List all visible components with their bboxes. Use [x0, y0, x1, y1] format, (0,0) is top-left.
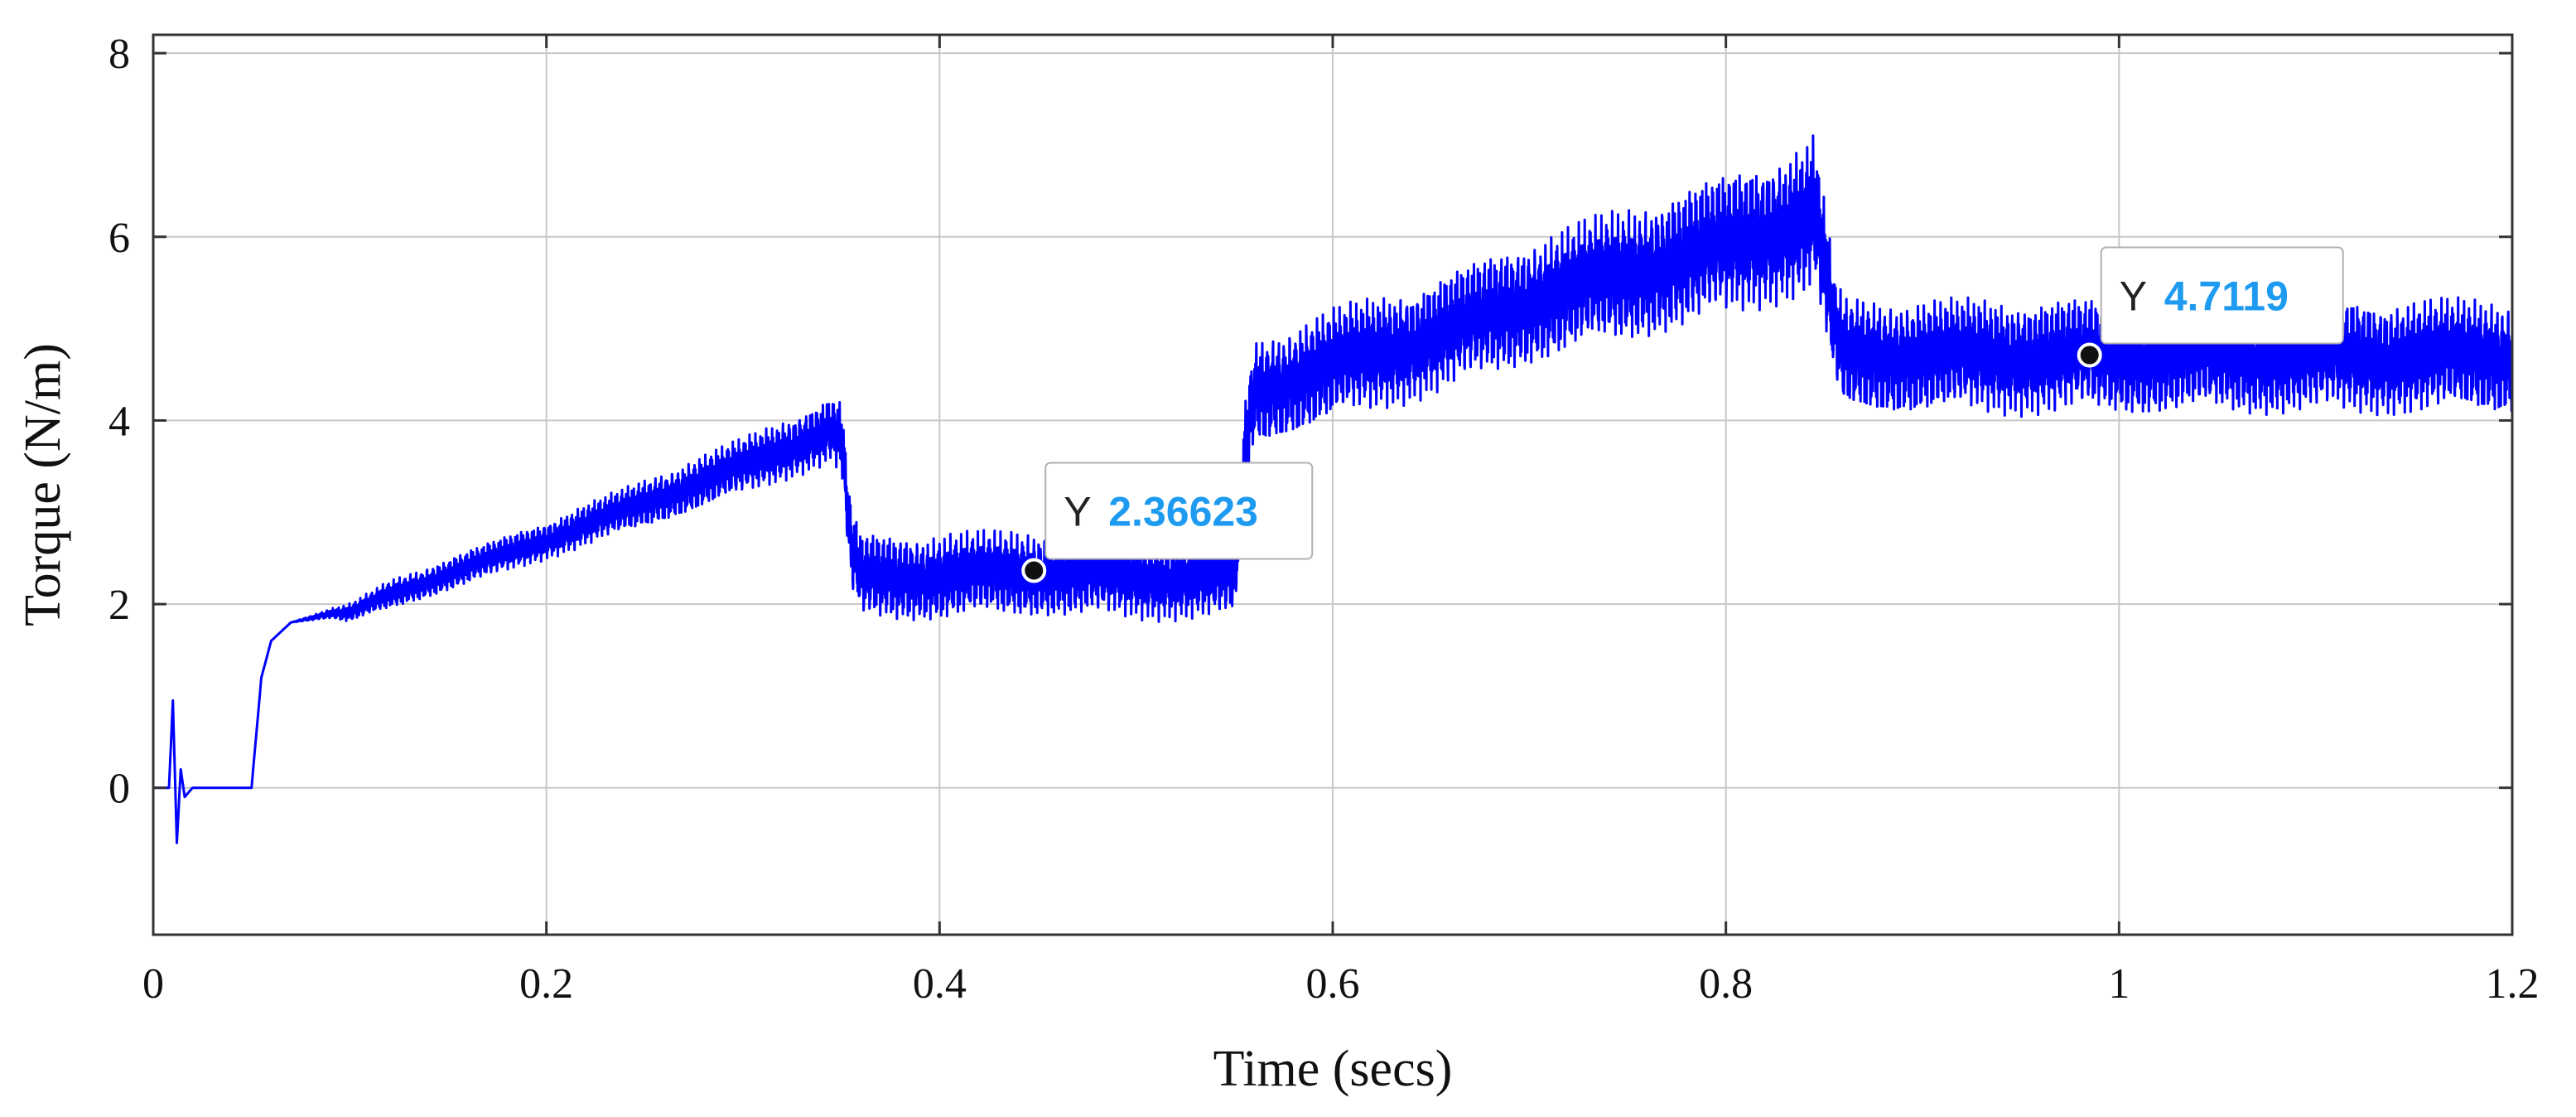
y-axis-label: Torque (N/m) — [15, 343, 71, 626]
data-tip-marker — [2077, 342, 2102, 368]
data-tip-value: 4.7119 — [2164, 273, 2289, 320]
y-tick-label: 0 — [109, 766, 130, 813]
x-tick-label: 1 — [2108, 960, 2130, 1008]
data-tip-box — [1044, 462, 1314, 560]
x-tick-label: 0 — [142, 960, 164, 1008]
data-tip: Y 4.7119 — [2077, 246, 2344, 368]
x-tick-label: 0.2 — [519, 960, 573, 1008]
y-tick-label: 4 — [109, 398, 130, 445]
data-tip-box — [2100, 246, 2344, 345]
x-axis-label: Time (secs) — [1213, 1041, 1453, 1097]
x-tick-label: 0.4 — [913, 960, 967, 1008]
y-tick-label: 8 — [109, 31, 130, 78]
data-tip-value: 2.36623 — [1108, 488, 1258, 534]
x-tick-label: 0.6 — [1306, 960, 1360, 1008]
data-tip-marker — [1021, 558, 1047, 583]
x-tick-label: 0.8 — [1699, 960, 1753, 1008]
x-tick-labels: 0 0.2 0.4 0.6 0.8 1 1.2 — [142, 960, 2540, 1008]
data-tip: Y 2.36623 — [1021, 462, 1314, 583]
y-tick-label: 6 — [109, 215, 130, 262]
y-tick-labels: 0 2 4 6 8 — [109, 31, 130, 813]
grid-lines — [152, 35, 2513, 935]
x-tick-label: 1.2 — [2486, 960, 2540, 1008]
axis-ticks — [152, 35, 2514, 935]
data-tip-prefix: Y — [1064, 488, 1091, 534]
data-tip-prefix: Y — [2120, 273, 2147, 320]
data-tips: Y 2.36623 Y 4.7119 — [1021, 246, 2344, 583]
y-tick-label: 2 — [109, 582, 130, 629]
